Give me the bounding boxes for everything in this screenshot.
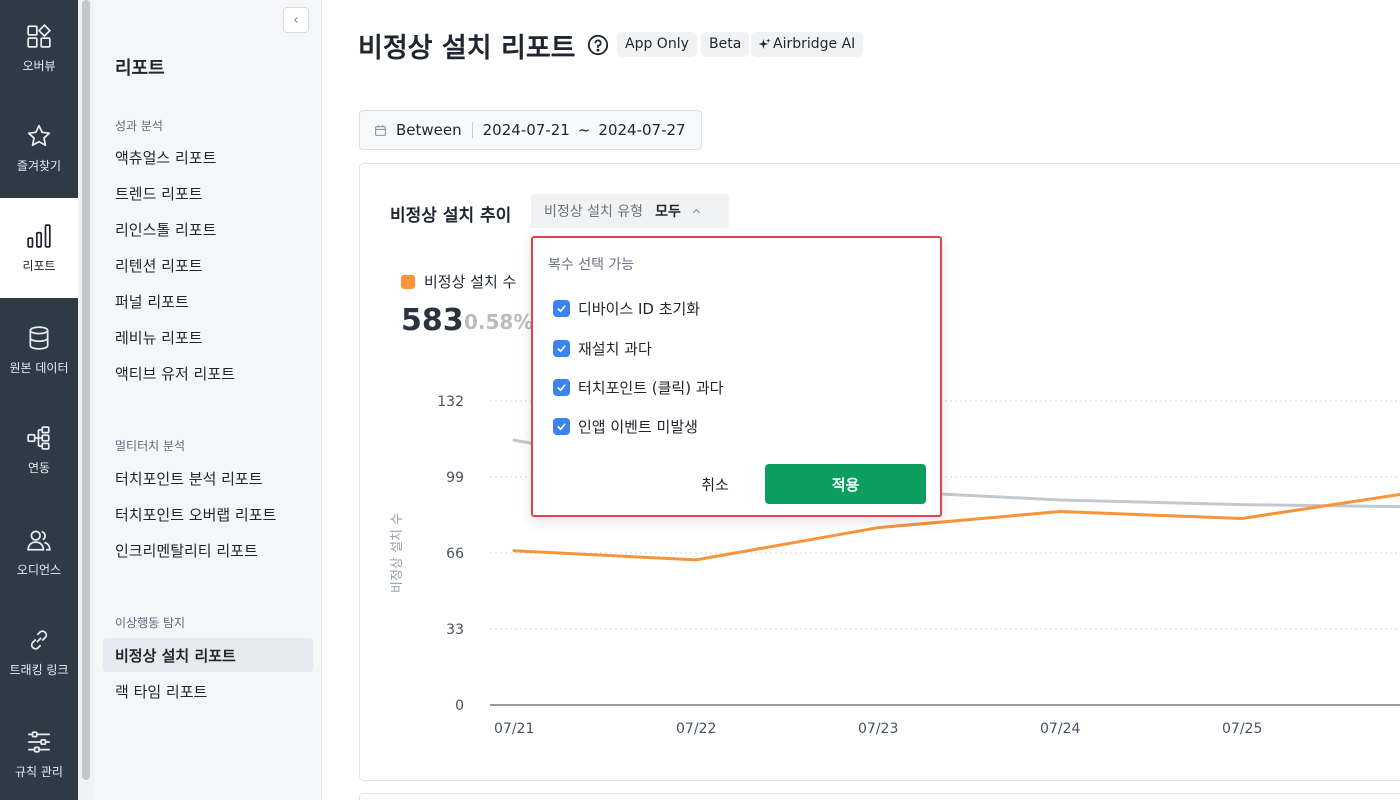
option-excessive-reinstall[interactable]: 재설치 과다 (553, 338, 652, 359)
checkbox-checked-icon[interactable] (553, 340, 570, 357)
card-title: 비정상 설치 추이 (390, 206, 512, 226)
nav-item-funnel-report[interactable]: 퍼널 리포트 (115, 292, 189, 311)
nav-item-reinstall-report[interactable]: 리인스톨 리포트 (115, 220, 217, 239)
rail-scrollbar[interactable] (78, 0, 94, 800)
type-filter-value: 모두 (655, 204, 681, 220)
nav-item-incrementality-report[interactable]: 인크리멘탈리티 리포트 (115, 541, 258, 560)
rail-item-label: 트래킹 링크 (9, 662, 69, 677)
rail-item-audience[interactable]: 오디언스 (0, 502, 78, 602)
x-tick-label: 07/24 (1040, 721, 1080, 737)
rail-item-label: 오디언스 (16, 562, 62, 577)
y-axis-label: 비정상 설치 수 (390, 513, 405, 593)
nav-item-touchpoint-analysis-report[interactable]: 터치포인트 분석 리포트 (115, 469, 263, 488)
rail-item-raw-data[interactable]: 원본 데이터 (0, 300, 78, 400)
legend-label: 비정상 설치 수 (424, 273, 517, 291)
collapse-sidebar-button[interactable]: ‹ (283, 7, 309, 33)
dropdown-hint: 복수 선택 가능 (548, 257, 635, 273)
nav-item-retention-report[interactable]: 리텐션 리포트 (115, 256, 203, 275)
rail-item-tracking-link[interactable]: 트래킹 링크 (0, 602, 78, 702)
rail-item-label: 즐겨찾기 (16, 158, 62, 173)
rail-item-label: 연동 (27, 460, 51, 475)
type-filter-label: 비정상 설치 유형 (544, 204, 644, 220)
cancel-button[interactable]: 취소 (701, 475, 729, 494)
sliders-icon (28, 730, 50, 753)
date-range-filter[interactable]: Between 2024-07-21 ~ 2024-07-27 (359, 110, 702, 150)
subnav-title: 리포트 (115, 58, 165, 79)
rail-item-label: 오버뷰 (22, 58, 56, 73)
y-tick-label: 66 (446, 546, 464, 562)
main-nav-rail: 오버뷰 즐겨찾기 리포트 원본 데이터 연동 오디언스 트래킹 링크 규칙 관리 (0, 0, 78, 800)
overview-icon (27, 23, 52, 48)
nav-item-touchpoint-overlap-report[interactable]: 터치포인트 오버랩 리포트 (115, 505, 277, 524)
badge-airbridge-ai: Airbridge AI (751, 32, 864, 57)
rail-item-rules[interactable]: 규칙 관리 (0, 704, 78, 800)
star-icon (27, 124, 51, 146)
total-metric-percent: 0.58% (464, 310, 534, 334)
section-title-fraud-detection: 이상행동 탐지 (115, 616, 186, 630)
rail-item-integration[interactable]: 연동 (0, 400, 78, 500)
type-filter-dropdown: 복수 선택 가능 디바이스 ID 초기화 재설치 과다 터치포인트 (클릭) 과… (531, 236, 942, 517)
rail-item-overview[interactable]: 오버뷰 (0, 0, 78, 98)
rail-item-label: 리포트 (22, 258, 56, 273)
abnormal-install-series-line (512, 492, 1400, 562)
link-icon (30, 629, 48, 650)
y-tick-label: 99 (446, 470, 464, 486)
total-metric-value: 583 (401, 303, 464, 338)
report-subnav: ‹ 리포트 성과 분석 액츄얼스 리포트 트렌드 리포트 리인스톨 리포트 리텐… (94, 0, 322, 800)
nav-item-revenue-report[interactable]: 레비뉴 리포트 (115, 328, 203, 347)
y-tick-label: 33 (446, 622, 464, 638)
option-device-id-reset[interactable]: 디바이스 ID 초기화 (553, 298, 700, 319)
rail-scrollbar-thumb[interactable] (82, 0, 90, 780)
x-tick-label: 07/22 (676, 721, 716, 737)
date-divider (471, 122, 473, 138)
help-icon[interactable] (587, 34, 609, 56)
page-title: 비정상 설치 리포트 (358, 33, 576, 64)
sparkle-icon (758, 38, 771, 49)
database-icon (29, 325, 49, 350)
option-label: 재설치 과다 (578, 340, 652, 358)
y-tick-label: 132 (437, 394, 464, 410)
chevron-up-icon (692, 208, 700, 213)
badge-beta: Beta (701, 32, 750, 57)
section-title-performance: 성과 분석 (115, 119, 163, 133)
rail-item-favorites[interactable]: 즐겨찾기 (0, 98, 78, 198)
date-end: 2024-07-27 (598, 121, 686, 139)
section-title-multitouch: 멀티터치 분석 (115, 439, 186, 453)
option-label: 인앱 이벤트 미발생 (578, 418, 698, 436)
option-label: 디바이스 ID 초기화 (578, 300, 701, 318)
checkbox-checked-icon[interactable] (553, 379, 570, 396)
nav-item-active-user-report[interactable]: 액티브 유저 리포트 (115, 364, 235, 383)
nav-item-lag-time-report[interactable]: 랙 타임 리포트 (115, 682, 208, 701)
nav-item-actuals-report[interactable]: 액츄얼스 리포트 (115, 148, 217, 167)
nav-item-abnormal-install-report[interactable]: 비정상 설치 리포트 (103, 638, 313, 672)
checkbox-checked-icon[interactable] (553, 300, 570, 317)
bar-chart-icon (27, 223, 51, 248)
rail-item-label: 원본 데이터 (9, 360, 69, 375)
badge-app-only: App Only (617, 32, 697, 57)
audience-icon (27, 529, 51, 551)
date-start: 2024-07-21 (482, 121, 570, 139)
option-excessive-touchpoint[interactable]: 터치포인트 (클릭) 과다 (553, 377, 723, 398)
checkbox-checked-icon[interactable] (553, 418, 570, 435)
integration-icon (27, 425, 50, 450)
nav-item-trend-report[interactable]: 트렌드 리포트 (115, 184, 203, 203)
calendar-icon (375, 124, 386, 136)
abnormal-install-type-filter[interactable]: 비정상 설치 유형 모두 (531, 194, 729, 228)
option-no-inapp-event[interactable]: 인앱 이벤트 미발생 (553, 416, 698, 437)
legend-swatch (401, 274, 415, 289)
x-tick-label: 07/21 (494, 721, 534, 737)
rail-item-label: 규칙 관리 (15, 764, 63, 779)
chart-legend[interactable]: 비정상 설치 수 (401, 271, 516, 292)
badge-label: Airbridge AI (773, 36, 856, 52)
rail-item-reports[interactable]: 리포트 (0, 198, 78, 298)
date-separator: ~ (577, 121, 591, 139)
option-label: 터치포인트 (클릭) 과다 (578, 379, 724, 397)
date-mode: Between (396, 121, 462, 139)
x-tick-label: 07/23 (858, 721, 898, 737)
next-card-edge (359, 793, 1400, 800)
y-tick-label: 0 (455, 698, 464, 714)
apply-button[interactable]: 적용 (765, 464, 926, 504)
x-tick-label: 07/25 (1222, 721, 1262, 737)
